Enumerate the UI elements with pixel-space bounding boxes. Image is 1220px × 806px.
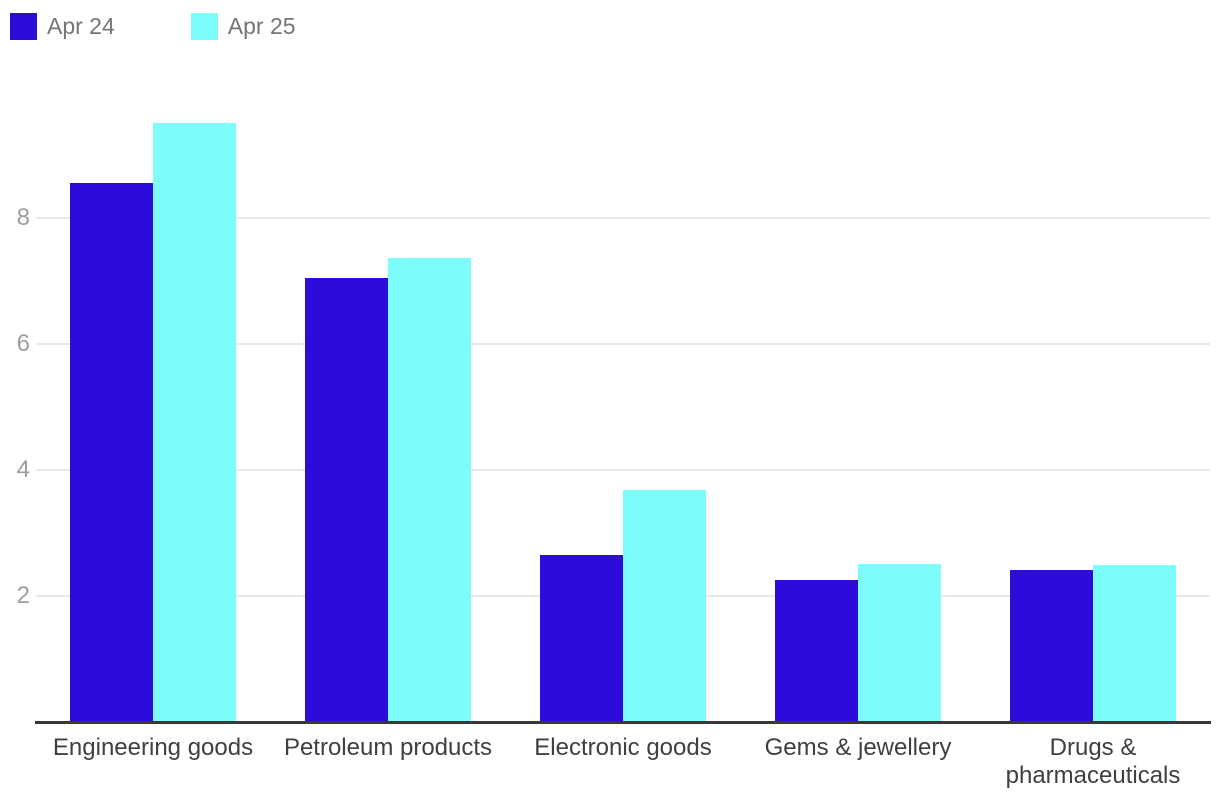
bar-electronic-goods-apr-25[interactable] [623, 490, 706, 722]
y-axis-tick-label: 6 [16, 330, 30, 357]
y-axis-tick-label: 4 [16, 456, 30, 483]
gridline [36, 217, 1210, 219]
x-axis-category-label: Petroleum products [283, 734, 493, 761]
legend-item-apr-24[interactable]: Apr 24 [10, 13, 115, 40]
bar-engineering-goods-apr-25[interactable] [153, 123, 236, 722]
legend-label: Apr 24 [47, 13, 115, 39]
legend-item-apr-25[interactable]: Apr 25 [190, 13, 296, 40]
x-axis-category-label: Electronic goods [534, 734, 712, 761]
bar-petroleum-products-apr-24[interactable] [305, 278, 388, 722]
bar-electronic-goods-apr-24[interactable] [540, 555, 623, 722]
bar-drugs-pharmaceuticals-apr-25[interactable] [1093, 565, 1176, 722]
y-axis-tick-label: 2 [16, 582, 30, 609]
legend: Apr 24 Apr 25 [10, 13, 296, 40]
y-axis-tick-label: 8 [16, 204, 30, 231]
x-axis-category-label: Drugs & pharmaceuticals [1005, 734, 1181, 789]
gridline [36, 343, 1210, 345]
bar-petroleum-products-apr-25[interactable] [388, 258, 471, 722]
gridline [36, 469, 1210, 471]
legend-label: Apr 25 [227, 13, 296, 39]
x-axis-line [35, 721, 1211, 724]
x-axis-category-label: Engineering goods [52, 734, 254, 761]
bar-engineering-goods-apr-24[interactable] [70, 183, 153, 722]
bar-drugs-pharmaceuticals-apr-24[interactable] [1010, 570, 1093, 722]
legend-swatch-apr-24-icon [10, 13, 37, 40]
legend-swatch-apr-25-icon [190, 13, 218, 40]
bar-gems-jewellery-apr-25[interactable] [858, 564, 941, 722]
bar-gems-jewellery-apr-24[interactable] [775, 580, 858, 722]
x-axis-category-label: Gems & jewellery [764, 734, 952, 761]
